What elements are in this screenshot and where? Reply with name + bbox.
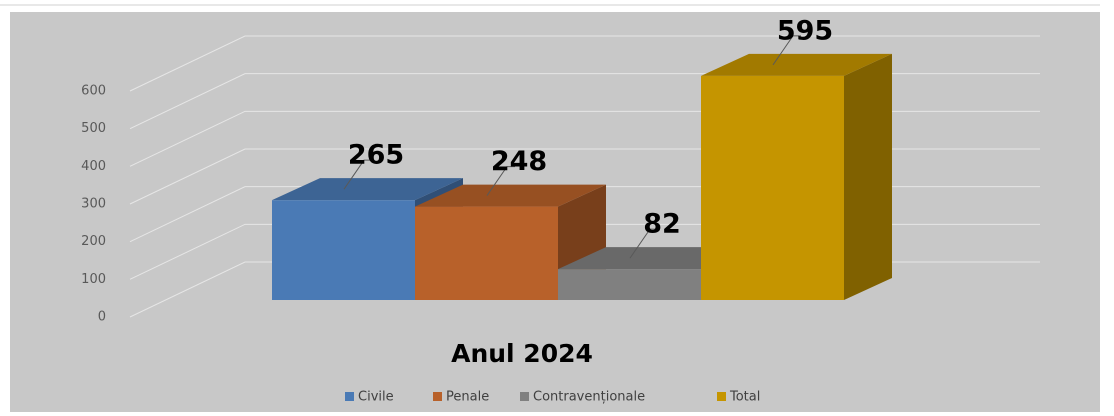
leader-line xyxy=(486,166,515,196)
leader-line xyxy=(772,35,801,66)
bar-top xyxy=(415,184,606,207)
legend-swatch xyxy=(345,392,354,401)
leader-line xyxy=(629,228,658,259)
y-tick-label: 600 xyxy=(81,84,106,99)
grid-line xyxy=(129,35,1040,92)
data-label: 595 xyxy=(777,15,833,46)
bar-top xyxy=(701,53,892,76)
legend-swatch xyxy=(520,392,529,401)
y-tick-label: 100 xyxy=(81,272,106,287)
bar-side xyxy=(844,53,892,301)
y-tick-label: 500 xyxy=(81,121,106,136)
legend-label: Penale xyxy=(446,390,489,405)
data-label: 248 xyxy=(491,146,547,177)
y-tick-label: 300 xyxy=(81,197,106,212)
legend-swatch xyxy=(433,392,442,401)
legend-label: Total xyxy=(729,390,760,405)
bar xyxy=(415,206,558,300)
top-strip xyxy=(0,0,1114,12)
data-label: 82 xyxy=(643,209,681,240)
legend-label: Contravenționale xyxy=(533,390,645,405)
bar xyxy=(558,269,701,300)
y-tick-label: 400 xyxy=(81,159,106,174)
x-category-label: Anul 2024 xyxy=(451,339,593,368)
bar xyxy=(272,200,415,300)
leader-line xyxy=(343,159,372,190)
bar-top xyxy=(272,178,463,201)
legend-label: Civile xyxy=(358,390,394,405)
y-tick-label: 200 xyxy=(81,234,106,249)
data-label: 265 xyxy=(348,140,404,171)
legend-swatch xyxy=(717,392,726,401)
y-tick-label: 0 xyxy=(98,310,106,325)
bar xyxy=(701,75,844,300)
